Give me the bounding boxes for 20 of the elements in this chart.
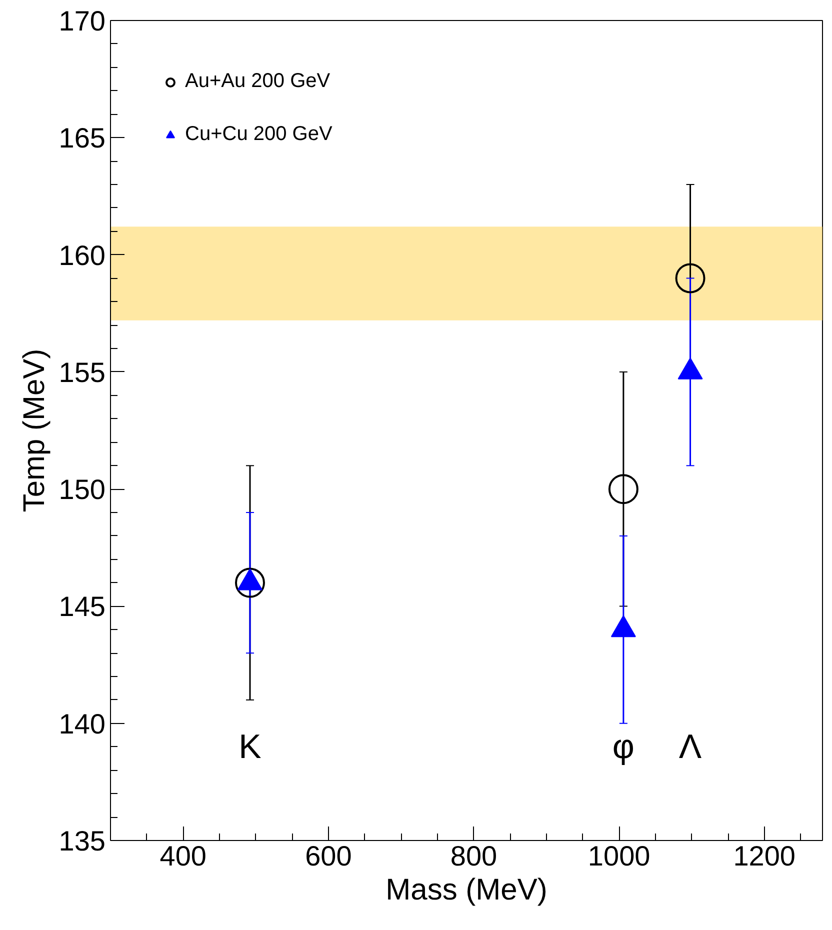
annotation: K — [238, 728, 262, 766]
x-tick-label: 1200 — [733, 840, 796, 872]
x-tick-label: 1000 — [588, 840, 650, 872]
annotation: Λ — [678, 728, 702, 766]
y-tick-label: 155 — [58, 356, 106, 388]
x-tick-label: 800 — [450, 840, 498, 872]
y-axis-title: Temp (MeV) — [18, 348, 51, 512]
legend-label: Au+Au 200 GeV — [185, 70, 330, 93]
x-axis-title: Mass (MeV) — [386, 874, 548, 906]
legend-label: Cu+Cu 200 GeV — [185, 123, 332, 146]
y-tick-label: 160 — [58, 240, 106, 271]
y-tick-label: 135 — [58, 826, 106, 856]
x-tick-label: 400 — [160, 840, 207, 872]
x-tick-label: 600 — [305, 840, 352, 872]
y-tick-label: 165 — [58, 122, 106, 154]
y-tick-label: 140 — [58, 708, 106, 740]
y-tick-label: 150 — [58, 474, 106, 506]
annotation: φ — [612, 728, 634, 766]
y-tick-label: 145 — [58, 591, 106, 622]
y-tick-label: 170 — [58, 6, 106, 36]
